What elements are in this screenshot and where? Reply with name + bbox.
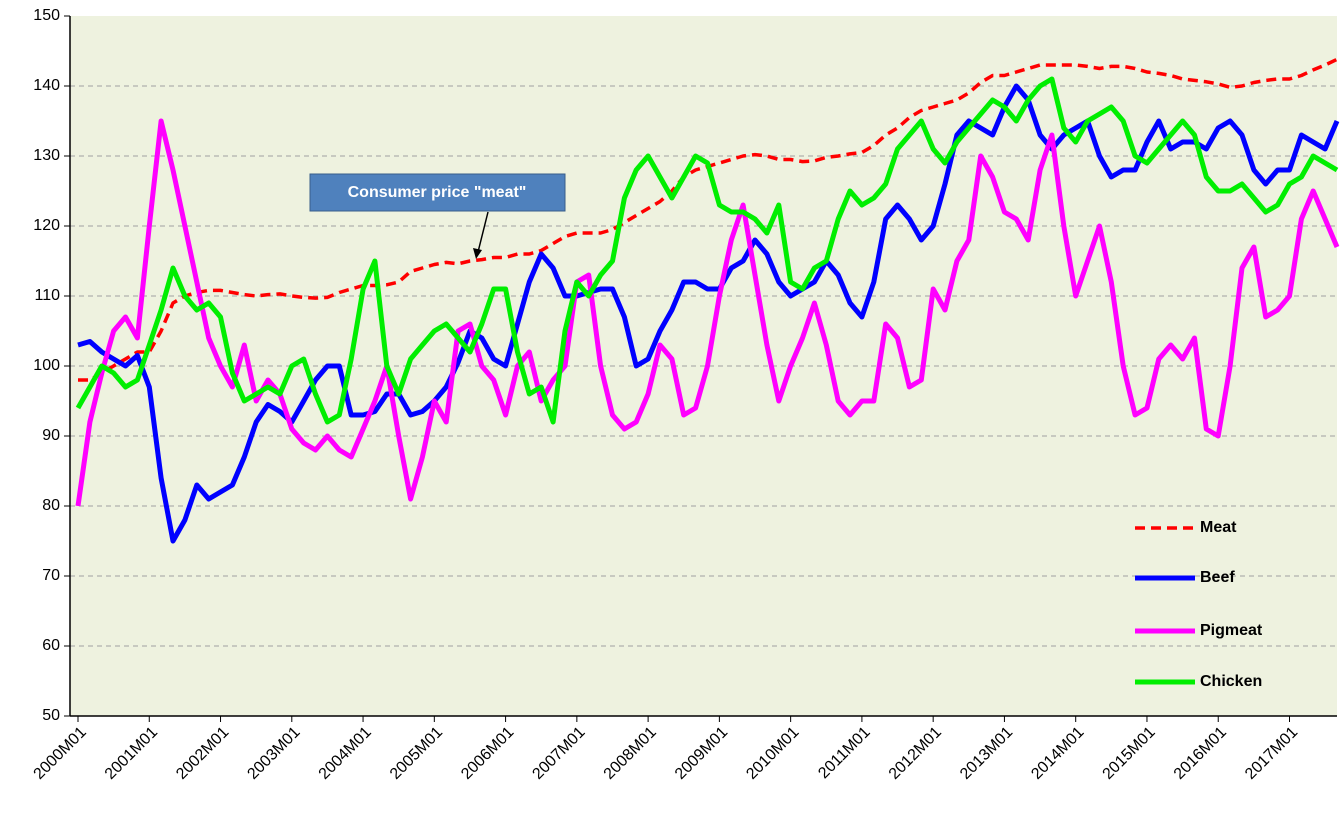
x-tick-label: 2013M01 (957, 724, 1016, 783)
legend-label: Chicken (1200, 673, 1262, 690)
y-tick-label: 140 (33, 77, 60, 94)
y-tick-label: 80 (42, 497, 60, 514)
legend-label: Meat (1200, 519, 1237, 536)
x-tick-label: 2014M01 (1028, 724, 1087, 783)
x-tick-label: 2003M01 (244, 724, 303, 783)
x-tick-label: 2007M01 (529, 724, 588, 783)
x-tick-label: 2011M01 (815, 724, 873, 782)
y-tick-label: 60 (42, 637, 60, 654)
x-tick-label: 2015M01 (1100, 724, 1159, 783)
annotation-box (309, 173, 566, 212)
x-tick-label: 2010M01 (743, 724, 802, 783)
y-tick-label: 90 (42, 427, 60, 444)
legend-label: Beef (1200, 569, 1235, 586)
x-tick-label: 2005M01 (387, 724, 446, 783)
x-tick-label: 2002M01 (173, 724, 232, 783)
x-tick-label: 2012M01 (886, 724, 945, 783)
y-tick-label: 100 (33, 357, 60, 374)
x-tick-label: 2008M01 (601, 724, 660, 783)
x-tick-label: 2017M01 (1242, 724, 1301, 783)
x-tick-label: 2001M01 (102, 724, 161, 783)
x-tick-label: 2000M01 (31, 724, 90, 783)
series-line (75, 118, 1340, 507)
annotation-arrow (477, 211, 489, 253)
y-tick-label: 130 (33, 147, 60, 164)
series-line (75, 76, 1339, 425)
y-tick-label: 50 (42, 707, 60, 724)
annotation-text: Consumer price "meat" (348, 184, 527, 201)
legend-label: Pigmeat (1200, 622, 1263, 639)
x-tick-label: 2016M01 (1171, 724, 1230, 783)
y-tick-label: 150 (33, 7, 60, 24)
y-tick-label: 110 (34, 287, 60, 304)
x-tick-label: 2004M01 (316, 724, 375, 783)
y-tick-label: 70 (42, 567, 60, 584)
x-tick-label: 2006M01 (458, 724, 517, 783)
annotation-arrowhead (473, 248, 482, 259)
x-tick-label: 2009M01 (672, 724, 731, 783)
y-tick-label: 120 (33, 217, 60, 234)
